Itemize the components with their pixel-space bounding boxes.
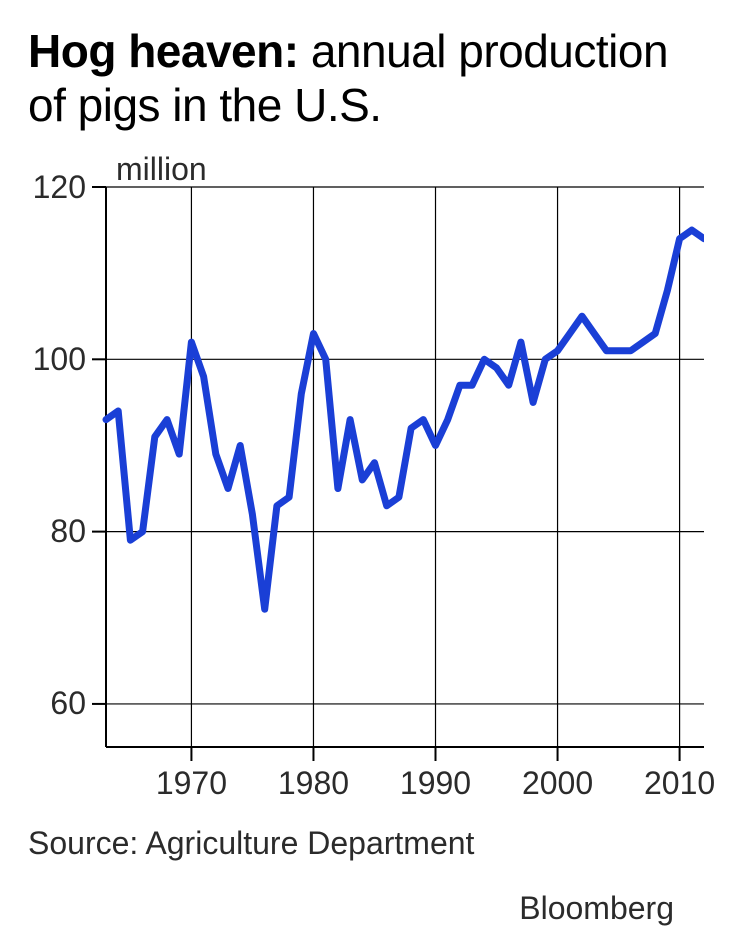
- x-tick-label: 2000: [522, 765, 593, 802]
- chart-title-bold: Hog heaven:: [28, 25, 299, 77]
- x-tick-label: 1970: [156, 765, 227, 802]
- y-unit-label: million: [116, 151, 207, 188]
- y-tick-label: 60: [50, 685, 86, 722]
- x-tick-label: 2010: [644, 765, 715, 802]
- x-tick-label: 1990: [400, 765, 471, 802]
- credit-line: Bloomberg: [28, 890, 704, 927]
- y-tick-label: 100: [33, 341, 86, 378]
- chart-svg: [28, 151, 704, 811]
- chart: 6080100120million19701980199020002010: [28, 151, 704, 811]
- x-tick-label: 1980: [278, 765, 349, 802]
- y-tick-label: 80: [50, 513, 86, 550]
- y-tick-label: 120: [33, 169, 86, 206]
- series-line: [106, 230, 704, 609]
- source-line: Source: Agriculture Department: [28, 825, 704, 862]
- chart-title: Hog heaven: annual production of pigs in…: [28, 24, 704, 133]
